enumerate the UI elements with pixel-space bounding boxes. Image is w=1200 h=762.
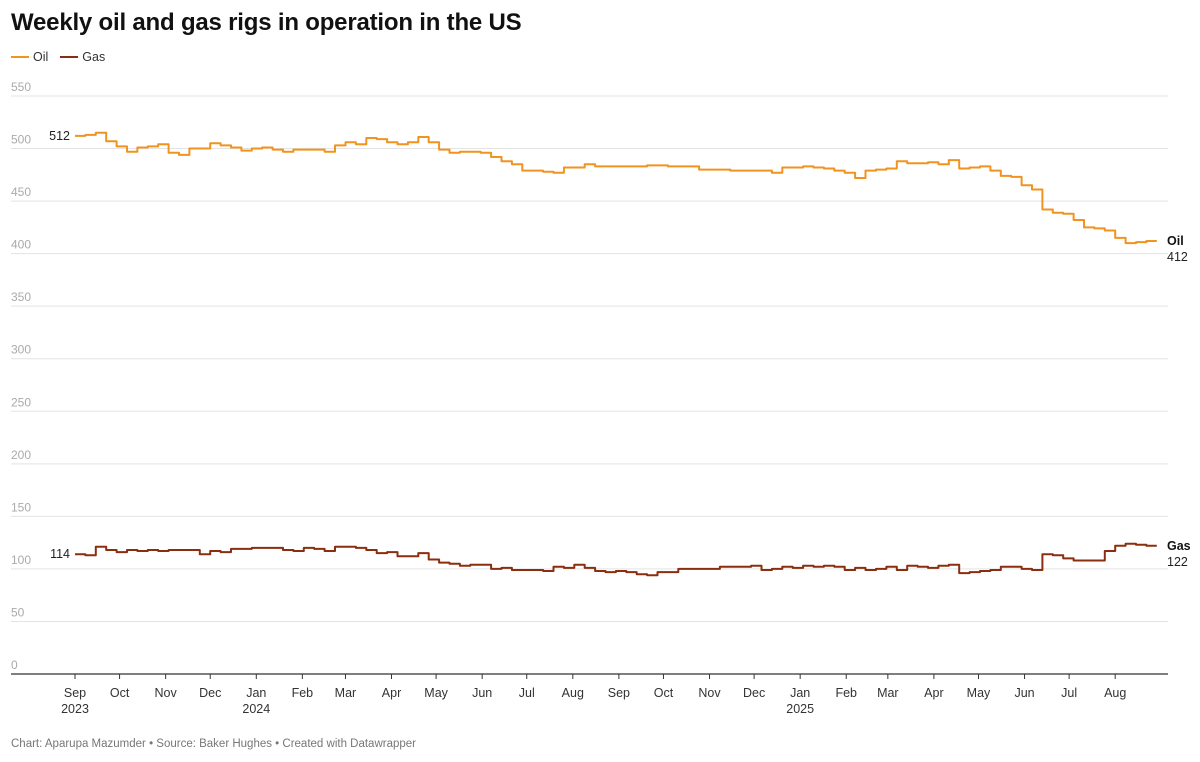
x-tick-label-3: Dec <box>199 686 221 700</box>
series-line-gas <box>75 542 1157 577</box>
end-value-label-gas: 122 <box>1167 555 1188 569</box>
legend-swatch-gas <box>60 56 79 58</box>
chart-title: Weekly oil and gas rigs in operation in … <box>11 9 522 36</box>
legend-item-gas[interactable]: Gas <box>60 50 105 64</box>
series-line-oil <box>75 131 1157 245</box>
y-tick-label-150: 150 <box>11 500 31 514</box>
y-axis: 0 50 100 150 200 250 300 350 400 450 500 550 <box>11 80 31 672</box>
x-tick-label-21: Jun <box>1014 686 1034 700</box>
x-tick-label-4: Jan <box>246 686 266 700</box>
x-axis: Sep 2023 Oct Nov Dec Jan 2024 Feb Mar Apr May Jun Ju… <box>11 673 1168 716</box>
x-tick-year-4: 2024 <box>242 702 270 716</box>
x-tick-label-20: May <box>967 686 991 700</box>
end-series-label-oil: Oil <box>1167 234 1184 248</box>
y-tick-label-350: 350 <box>11 290 31 304</box>
x-tick-label-9: Jun <box>472 686 492 700</box>
x-tick-label-11: Aug <box>562 686 584 700</box>
legend-label-oil: Oil <box>33 50 49 64</box>
series-lines <box>75 131 1157 577</box>
y-tick-label-550: 550 <box>11 80 31 94</box>
x-tick-label-1: Oct <box>110 686 130 700</box>
y-tick-label-300: 300 <box>11 343 31 357</box>
gridlines <box>11 95 1168 622</box>
x-tick-label-13: Oct <box>654 686 674 700</box>
legend-swatch-oil <box>11 56 29 58</box>
y-tick-label-50: 50 <box>11 605 25 619</box>
x-tick-label-19: Apr <box>924 686 943 700</box>
series-labels: 512 Oil 412 114 Gas 122 <box>49 129 1191 569</box>
x-tick-label-7: Apr <box>382 686 401 700</box>
x-tick-label-6: Mar <box>335 686 357 700</box>
y-tick-label-100: 100 <box>11 553 31 567</box>
x-tick-label-17: Feb <box>835 686 857 700</box>
source-credit: Chart: Aparupa Mazumder • Source: Baker … <box>11 738 416 750</box>
y-tick-label-500: 500 <box>11 133 31 147</box>
x-tick-year-16: 2025 <box>786 702 814 716</box>
legend-item-oil[interactable]: Oil <box>11 50 48 64</box>
y-tick-label-250: 250 <box>11 395 31 409</box>
legend: Oil Gas <box>11 50 117 64</box>
end-series-label-gas: Gas <box>1167 539 1191 553</box>
x-tick-label-16: Jan <box>790 686 810 700</box>
x-tick-label-15: Dec <box>743 686 765 700</box>
legend-label-gas: Gas <box>82 50 106 64</box>
y-tick-label-200: 200 <box>11 448 31 462</box>
x-tick-label-2: Nov <box>155 686 178 700</box>
y-tick-label-450: 450 <box>11 185 31 199</box>
y-tick-label-400: 400 <box>11 238 31 252</box>
x-tick-label-5: Feb <box>292 686 314 700</box>
y-tick-label-0: 0 <box>11 658 18 672</box>
x-tick-label-10: Jul <box>519 686 535 700</box>
x-tick-label-18: Mar <box>877 686 899 700</box>
x-tick-label-14: Nov <box>698 686 721 700</box>
start-value-label-oil: 512 <box>49 129 70 143</box>
x-tick-year-0: 2023 <box>61 702 89 716</box>
x-tick-label-0: Sep <box>64 686 86 700</box>
x-tick-label-22: Jul <box>1061 686 1077 700</box>
x-tick-label-23: Aug <box>1104 686 1126 700</box>
x-tick-label-12: Sep <box>608 686 630 700</box>
x-tick-label-8: May <box>424 686 448 700</box>
start-value-label-gas: 114 <box>50 547 70 561</box>
end-value-label-oil: 412 <box>1167 250 1188 264</box>
